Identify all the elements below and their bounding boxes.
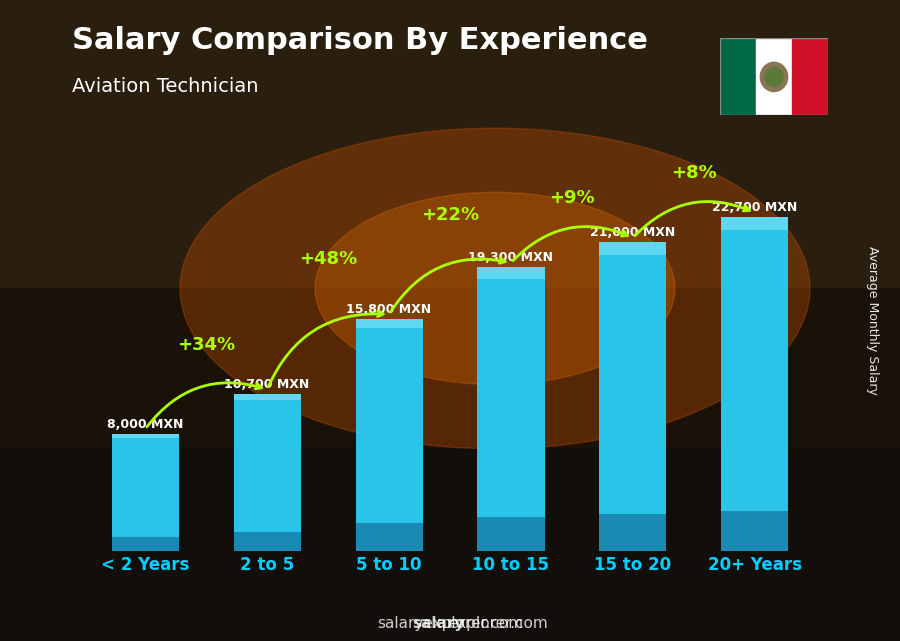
Bar: [112, 537, 179, 551]
Bar: [356, 319, 423, 328]
Text: 8,000 MXN: 8,000 MXN: [107, 417, 184, 431]
Bar: [756, 38, 792, 115]
Bar: [721, 511, 788, 551]
Text: Aviation Technician: Aviation Technician: [72, 77, 258, 96]
Text: Average Monthly Salary: Average Monthly Salary: [867, 246, 879, 395]
Text: +8%: +8%: [671, 164, 716, 182]
Text: 10,700 MXN: 10,700 MXN: [224, 378, 310, 391]
Bar: [112, 433, 179, 438]
Text: salaryexplorer.com: salaryexplorer.com: [377, 616, 523, 631]
Circle shape: [760, 62, 788, 92]
Text: salary: salary: [412, 616, 464, 631]
Bar: [0, 0, 900, 288]
Text: explorer.com: explorer.com: [448, 616, 548, 631]
Bar: [234, 394, 301, 400]
Text: +22%: +22%: [421, 206, 479, 224]
Bar: [477, 267, 544, 551]
Text: +34%: +34%: [177, 336, 235, 354]
Bar: [721, 217, 788, 551]
Bar: [792, 38, 828, 115]
Bar: [356, 523, 423, 551]
Ellipse shape: [315, 192, 675, 385]
Bar: [0, 449, 900, 641]
Bar: [720, 38, 756, 115]
Text: Salary Comparison By Experience: Salary Comparison By Experience: [72, 26, 648, 54]
Bar: [599, 242, 666, 551]
Circle shape: [765, 67, 783, 87]
Bar: [477, 517, 544, 551]
Bar: [112, 433, 179, 551]
Bar: [0, 288, 900, 641]
Bar: [599, 242, 666, 254]
Text: 22,700 MXN: 22,700 MXN: [712, 201, 797, 214]
Text: +48%: +48%: [299, 251, 357, 269]
Bar: [721, 217, 788, 231]
Ellipse shape: [180, 128, 810, 449]
Bar: [234, 394, 301, 551]
Text: 15,800 MXN: 15,800 MXN: [346, 303, 432, 316]
Bar: [477, 267, 544, 279]
Bar: [599, 514, 666, 551]
Text: +9%: +9%: [549, 189, 595, 207]
Text: 19,300 MXN: 19,300 MXN: [469, 251, 554, 264]
Bar: [356, 319, 423, 551]
Bar: [234, 533, 301, 551]
Text: 21,000 MXN: 21,000 MXN: [590, 226, 676, 239]
